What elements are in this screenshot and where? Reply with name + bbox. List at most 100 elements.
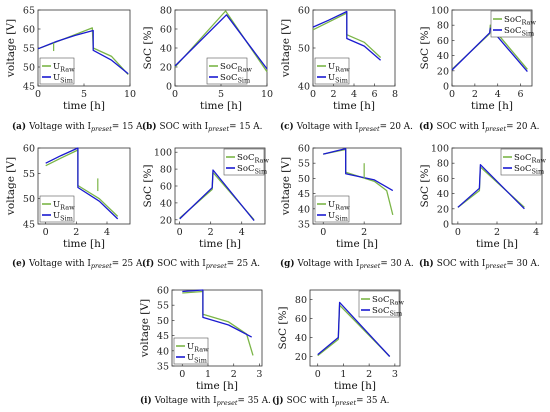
- legend-label-raw: SoCRaw: [514, 153, 546, 165]
- legend-label-raw: URaw: [187, 342, 209, 354]
- x-tick-label: 0: [455, 227, 461, 238]
- y-tick-label: 40: [298, 204, 310, 215]
- x-tick-label: 2: [73, 227, 79, 238]
- x-axis-label: time [h]: [336, 238, 378, 250]
- y-axis-label: voltage [V]: [5, 157, 17, 216]
- y-axis-label: SoC [%]: [277, 306, 289, 349]
- y-tick-label: 80: [437, 21, 449, 32]
- series-line-sim: [323, 147, 394, 192]
- x-tick-label: 2: [366, 369, 372, 380]
- chart-panel-a: 45 50 55 60 65 0 5 10 time [h] voltage [V] URawUSi…: [5, 6, 145, 134]
- panel-caption: (e) Voltage with Ipreset= 25 A.: [12, 258, 145, 270]
- x-axis-label: time [h]: [63, 100, 105, 112]
- legend-box: [314, 57, 350, 85]
- y-tick-label: 45: [23, 82, 35, 93]
- legend-label-raw: URaw: [53, 200, 75, 212]
- y-axis-label: SoC [%]: [419, 164, 431, 207]
- x-axis-label: time [h]: [334, 380, 376, 392]
- x-tick-label: 2: [494, 227, 500, 238]
- legend-label-sim: USim: [53, 73, 73, 85]
- panel-caption: (i) Voltage with Ipreset= 35 A.: [140, 395, 271, 407]
- chart-panel-i: 35 40 45 50 55 60 0 1 2 3 time [h] voltage [V] URawU…: [139, 286, 271, 408]
- x-tick-label: 0: [315, 369, 321, 380]
- y-tick-label: 35: [157, 362, 169, 373]
- series-line-sim: [317, 301, 391, 357]
- x-tick-label: 8: [392, 89, 398, 100]
- x-tick-label: 2: [361, 227, 367, 238]
- legend-box: [490, 10, 532, 38]
- x-tick-label: 6: [371, 89, 377, 100]
- legend-label-sim: SoCSim: [372, 306, 402, 318]
- panel-caption: (h) SOC with Ipreset= 30 A.: [419, 258, 540, 270]
- x-axis-label: time [h]: [333, 100, 375, 112]
- series-line-sim: [37, 29, 129, 75]
- y-tick-label: 80: [295, 295, 307, 306]
- panel-caption: (a) Voltage with Ipreset= 15 A.: [12, 121, 145, 133]
- panel-caption: (j) SOC with Ipreset= 35 A.: [272, 395, 389, 407]
- legend-box: [39, 195, 75, 223]
- x-tick-label: 2: [208, 227, 214, 238]
- y-tick-label: 60: [437, 174, 449, 185]
- y-axis-label: voltage [V]: [5, 19, 17, 78]
- y-tick-label: 100: [431, 144, 449, 155]
- y-tick-label: 50: [157, 316, 169, 327]
- x-axis-label: time [h]: [471, 100, 513, 112]
- legend-label-raw: SoCRaw: [504, 15, 536, 27]
- y-tick-label: 60: [298, 144, 310, 155]
- x-axis-label: time [h]: [196, 380, 238, 392]
- y-tick-label: 40: [437, 51, 449, 62]
- chart-panel-b: 0 20 40 60 80 0 5 10 time [h] SoC [%] SoCRawSoCSim…: [142, 6, 273, 134]
- y-tick-label: 80: [160, 165, 172, 176]
- legend-label-raw: SoCRaw: [220, 62, 252, 74]
- y-tick-label: 60: [295, 314, 307, 325]
- y-tick-label: 55: [23, 44, 35, 55]
- chart-panel-d: 0 20 40 60 80 100 0 2 4 6 time [h] SoC [%] SoCRawSoC…: [419, 6, 539, 134]
- y-tick-label: 50: [298, 44, 310, 55]
- x-tick-label: 0: [179, 369, 185, 380]
- legend-box: [223, 148, 265, 176]
- x-tick-label: 2: [472, 89, 478, 100]
- x-tick-label: 4: [351, 89, 357, 100]
- y-tick-label: 45: [23, 220, 35, 231]
- x-axis-label: time [h]: [200, 100, 242, 112]
- x-tick-label: 4: [495, 89, 501, 100]
- x-axis-label: time [h]: [199, 238, 241, 250]
- y-tick-label: 60: [160, 25, 172, 36]
- panel-caption: (c) Voltage with Ipreset= 20 A.: [280, 121, 413, 133]
- y-tick-label: 80: [160, 6, 172, 17]
- y-tick-label: 60: [437, 36, 449, 47]
- x-tick-label: 6: [518, 89, 524, 100]
- legend-box: [39, 57, 75, 85]
- x-tick-label: 2: [231, 369, 237, 380]
- y-tick-label: 55: [298, 159, 310, 170]
- y-tick-label: 40: [295, 333, 307, 344]
- y-tick-label: 50: [23, 194, 35, 205]
- y-tick-label: 100: [154, 148, 172, 159]
- x-tick-label: 1: [340, 369, 346, 380]
- y-tick-label: 20: [437, 66, 449, 77]
- plot-frame: [37, 147, 131, 225]
- y-tick-label: 20: [295, 352, 307, 363]
- y-tick-label: 60: [23, 144, 35, 155]
- y-axis-label: SoC [%]: [142, 26, 154, 69]
- y-axis-label: voltage [V]: [280, 19, 292, 78]
- y-tick-label: 40: [157, 346, 169, 357]
- legend-box: [500, 148, 542, 176]
- y-axis-label: voltage [V]: [280, 157, 292, 216]
- legend-label-sim: SoCSim: [237, 164, 267, 176]
- y-tick-label: 0: [443, 82, 449, 93]
- y-tick-label: 0: [443, 220, 449, 231]
- legend-label-raw: URaw: [53, 62, 75, 74]
- y-tick-label: 55: [23, 169, 35, 180]
